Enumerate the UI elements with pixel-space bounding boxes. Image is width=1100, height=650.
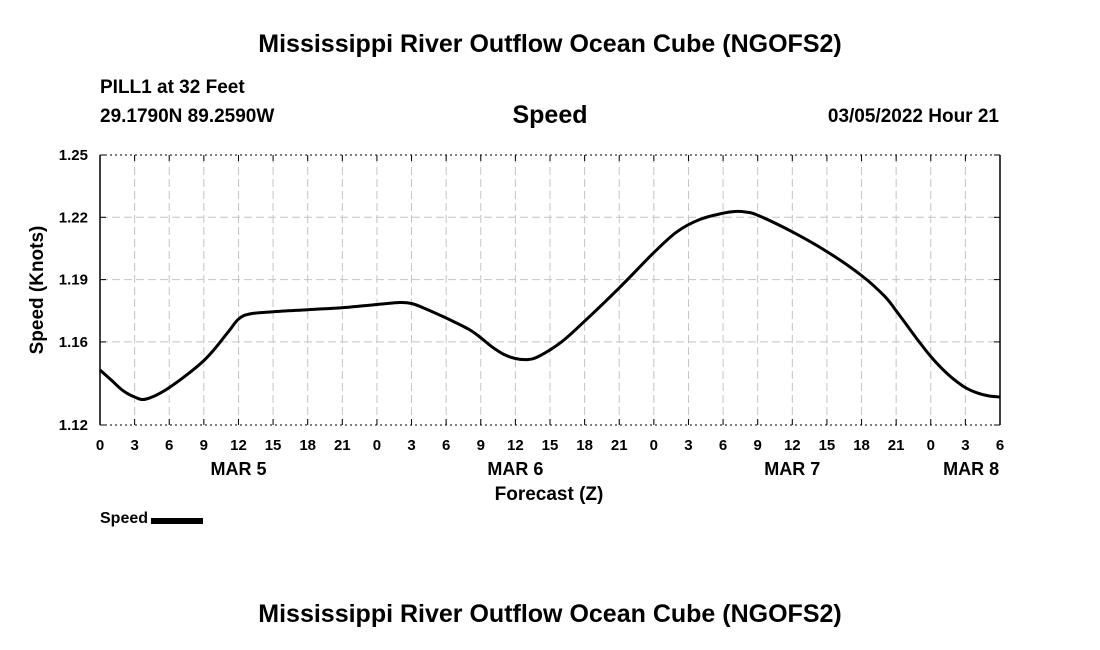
y-axis-label: Speed (Knots) (27, 226, 48, 355)
x-axis-label: Forecast (Z) (495, 484, 604, 505)
x-tick-label: 3 (130, 437, 138, 454)
y-tick-label: 1.16 (59, 334, 88, 351)
x-tick-label: 6 (165, 437, 173, 454)
legend: Speed (100, 510, 204, 528)
x-tick-label: 6 (442, 437, 450, 454)
y-tick-label: 1.12 (59, 417, 88, 434)
x-tick-label: 3 (961, 437, 969, 454)
y-tick-label: 1.25 (59, 147, 88, 164)
x-tick-label: 6 (996, 437, 1004, 454)
series-layer (98, 209, 1001, 402)
x-tick-label: 15 (819, 437, 836, 454)
chart-footer-title: Mississippi River Outflow Ocean Cube (NG… (258, 600, 842, 628)
x-tick-label: 12 (507, 437, 524, 454)
x-tick-label: 18 (576, 437, 593, 454)
x-tick-label: 18 (299, 437, 316, 454)
x-tick-label: 0 (96, 437, 104, 454)
x-tick-label: 18 (853, 437, 870, 454)
variable-title: Speed (512, 101, 588, 129)
station-label: PILL1 at 32 Feet (100, 77, 245, 98)
x-tick-label: 12 (230, 437, 247, 454)
datetime-label: 03/05/2022 Hour 21 (827, 106, 999, 127)
y-tick-label: 1.19 (59, 272, 88, 289)
y-tick-label: 1.22 (59, 209, 88, 226)
x-tick-label: 15 (265, 437, 282, 454)
x-tick-label: 0 (650, 437, 658, 454)
date-label: MAR 5 (210, 459, 266, 479)
x-tick-label: 9 (477, 437, 485, 454)
legend-label: Speed (100, 510, 149, 527)
speed-series-line (98, 209, 1001, 402)
x-tick-label: 0 (373, 437, 381, 454)
x-tick-label: 21 (888, 437, 905, 454)
x-tick-label: 0 (927, 437, 935, 454)
legend-line-swatch (151, 517, 204, 524)
chart-main-title: Mississippi River Outflow Ocean Cube (NG… (258, 30, 842, 58)
axes: 0 3 6 9 12 15 18 21 0 3 6 9 12 15 18 21 0 3 6 9 12 15 18 21 0 3 6 1… (59, 147, 1004, 479)
x-tick-label: 15 (542, 437, 559, 454)
date-label: MAR 7 (764, 459, 820, 479)
x-tick-label: 21 (611, 437, 628, 454)
date-label: MAR 6 (487, 459, 543, 479)
x-tick-label: 9 (200, 437, 208, 454)
x-tick-label: 12 (784, 437, 801, 454)
x-tick-label: 3 (407, 437, 415, 454)
coordinates-label: 29.1790N 89.2590W (100, 106, 275, 127)
x-tick-label: 3 (684, 437, 692, 454)
x-tick-label: 9 (754, 437, 762, 454)
date-label: MAR 8 (943, 459, 999, 479)
grid-lines (100, 154, 1000, 426)
x-tick-label: 21 (334, 437, 351, 454)
x-tick-label: 6 (719, 437, 727, 454)
